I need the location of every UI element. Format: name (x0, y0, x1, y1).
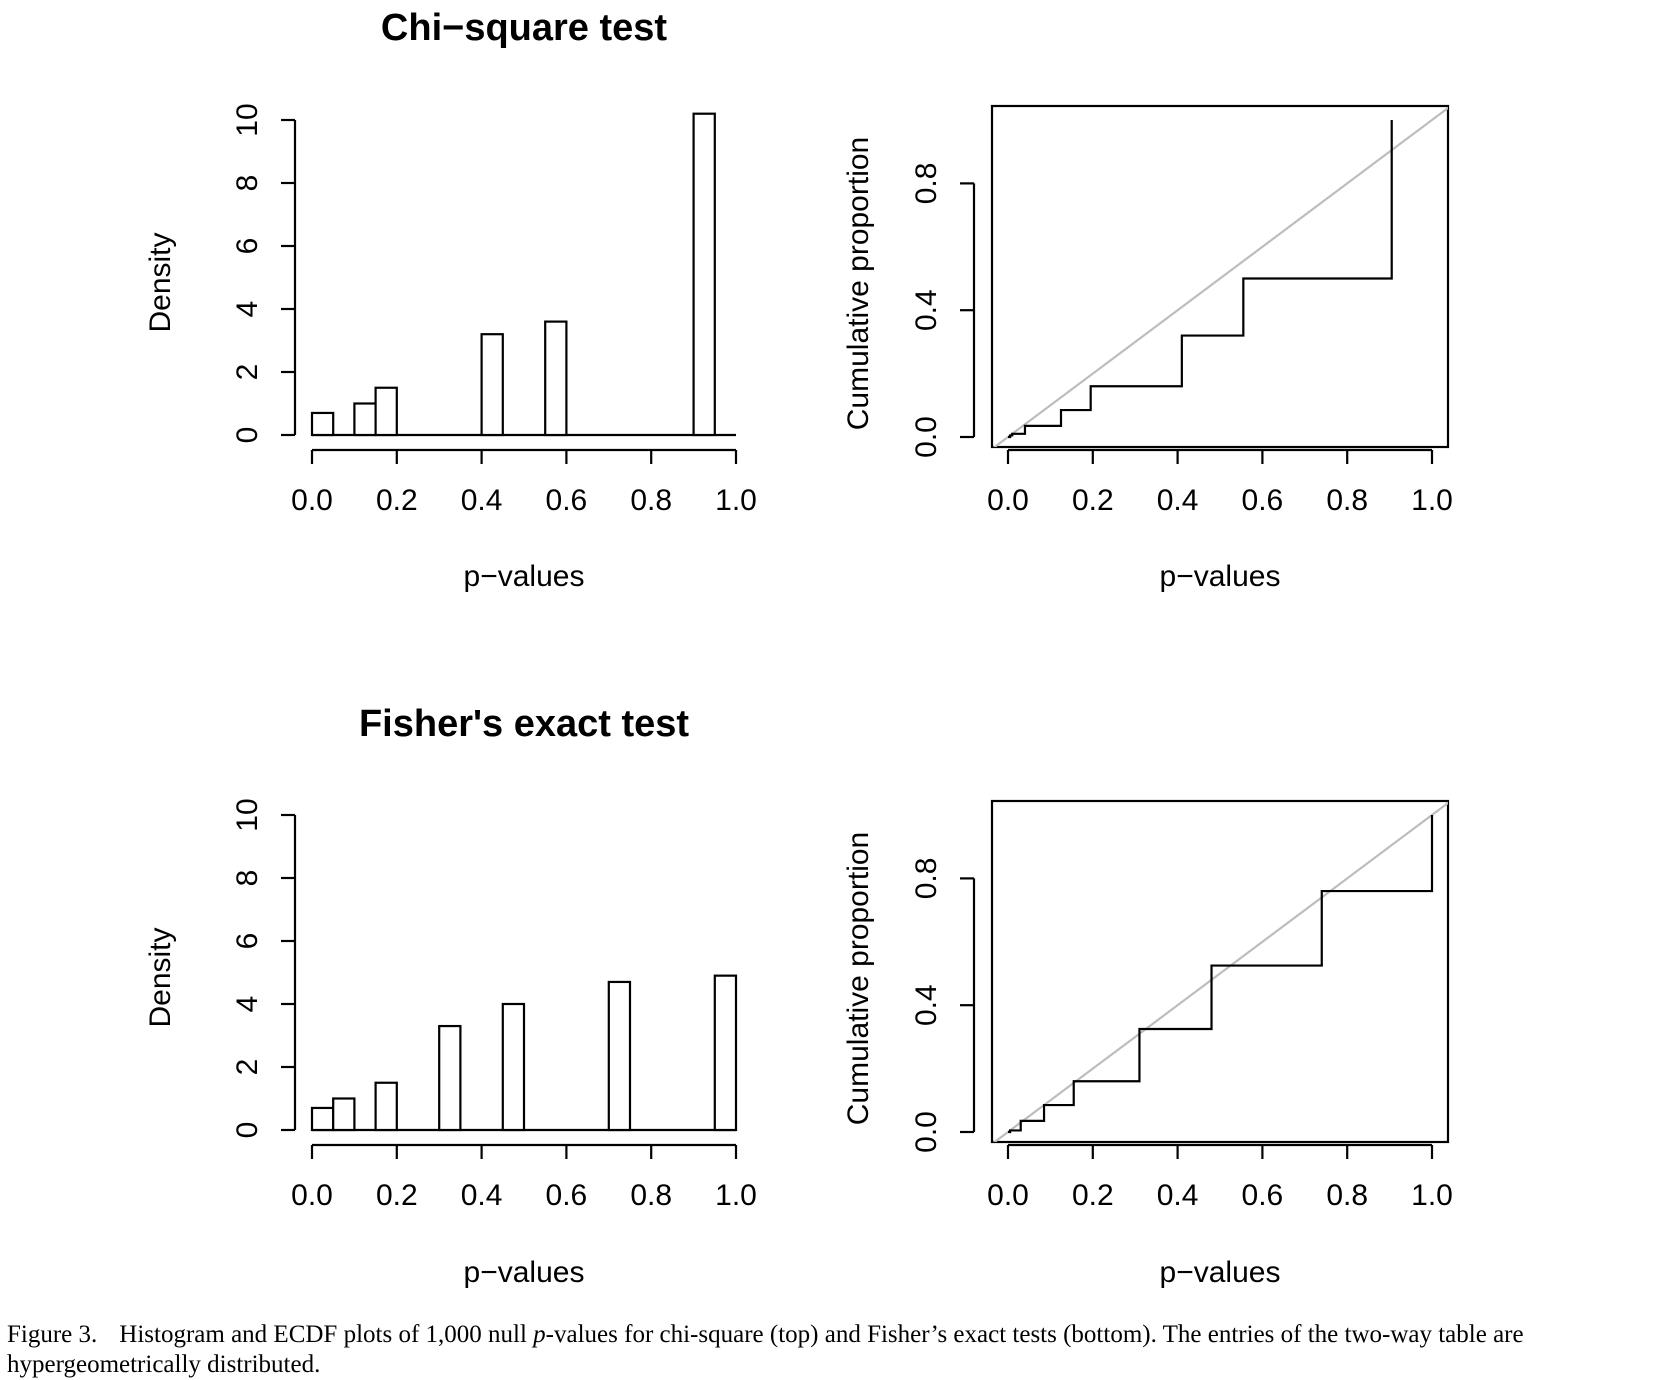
y-tick-label: 4 (231, 996, 264, 1013)
y-tick-label: 0.4 (910, 984, 943, 1026)
caption-text-1: Histogram and ECDF plots of 1,000 null (119, 1321, 534, 1348)
x-tick-label: 0.0 (987, 484, 1029, 517)
histogram-bar (374, 1081, 398, 1132)
y-axis: 0 2 4 6 8 10 (231, 798, 297, 1139)
x-tick-label: 0.4 (461, 484, 503, 517)
reference-diagonal (992, 106, 1448, 447)
histogram-bar (332, 1097, 356, 1132)
x-tick-label: 1.0 (1411, 484, 1453, 517)
x-axis-label: p−values (464, 560, 585, 593)
x-tick-label: 1.0 (715, 1179, 757, 1212)
x-tick-label: 0.4 (1157, 484, 1199, 517)
x-axis-label: p−values (1160, 560, 1281, 593)
y-axis-label: Cumulative proportion (842, 137, 875, 430)
x-tick-label: 0.2 (376, 1179, 418, 1212)
x-tick-label: 0.6 (546, 484, 588, 517)
x-tick-label: 0.0 (291, 1179, 333, 1212)
y-tick-label: 0.8 (910, 163, 943, 205)
y-tick-label: 8 (231, 870, 264, 887)
x-tick-label: 0.6 (1242, 484, 1284, 517)
x-tick-label: 0.2 (1072, 1179, 1114, 1212)
x-tick-label: 0.8 (630, 1179, 672, 1212)
y-tick-label: 6 (231, 933, 264, 950)
x-axis: 0.0 0.2 0.4 0.6 0.8 1.0 (291, 448, 757, 517)
caption-lead: Figure 3. (7, 1321, 98, 1348)
x-tick-label: 0.4 (461, 1179, 503, 1212)
fisher-histogram: Fisher's exact test 0.0 0.2 0.4 0.6 0.8 1.0 p−v… (144, 703, 757, 1289)
histogram-bar (544, 320, 568, 437)
y-tick-label: 2 (231, 364, 264, 381)
y-tick-label: 6 (231, 238, 264, 255)
ecdf-step-line (1008, 815, 1434, 1134)
x-tick-label: 1.0 (1411, 1179, 1453, 1212)
chi-square-histogram: Chi−square test 0.0 0.2 0.4 0.6 0.8 1.0 p−value… (144, 7, 757, 593)
reference-diagonal (992, 801, 1448, 1142)
chi-square-ecdf: 0.0 0.2 0.4 0.6 0.8 1.0 p−values 0.0 0.4 0.8 Cumul… (842, 104, 1453, 593)
plot-frame (990, 104, 1450, 449)
histogram-bar (310, 1106, 335, 1132)
y-tick-label: 2 (231, 1059, 264, 1076)
x-tick-label: 0.8 (1326, 484, 1368, 517)
x-tick-label: 0.2 (1072, 484, 1114, 517)
caption-p: p (533, 1321, 546, 1348)
histogram-bar (310, 411, 335, 437)
x-axis-label: p−values (464, 1256, 585, 1289)
plot-frame (990, 799, 1450, 1144)
ecdf-step-line (1008, 120, 1393, 439)
y-tick-label: 0.0 (910, 1111, 943, 1153)
histogram-bar (353, 402, 377, 437)
caption-text-2: -values for chi-square (top) and Fisher’… (7, 1321, 1524, 1378)
histogram-bar (607, 980, 632, 1132)
y-axis: 0.0 0.4 0.8 (910, 858, 976, 1153)
y-tick-label: 10 (231, 103, 264, 136)
y-axis: 0 2 4 6 8 10 (231, 103, 297, 444)
y-axis-label: Density (144, 232, 177, 332)
x-tick-label: 0.6 (546, 1179, 588, 1212)
x-axis-label: p−values (1160, 1256, 1281, 1289)
y-axis-label: Density (144, 927, 177, 1027)
y-tick-label: 4 (231, 301, 264, 318)
y-axis: 0.0 0.4 0.8 (910, 163, 976, 458)
histogram-bar (480, 333, 504, 437)
figure: Chi−square test 0.0 0.2 0.4 0.6 0.8 1.0 p−value… (144, 7, 1453, 1289)
x-tick-label: 0.6 (1242, 1179, 1284, 1212)
y-tick-label: 0 (231, 427, 264, 444)
x-tick-label: 0.0 (291, 484, 333, 517)
x-tick-label: 0.4 (1157, 1179, 1199, 1212)
x-tick-label: 1.0 (715, 484, 757, 517)
y-axis-label: Cumulative proportion (842, 832, 875, 1125)
x-axis: 0.0 0.2 0.4 0.6 0.8 1.0 (987, 448, 1453, 517)
chart-title: Chi−square test (381, 7, 667, 49)
x-tick-label: 0.8 (630, 484, 672, 517)
y-tick-label: 8 (231, 175, 264, 192)
y-tick-label: 10 (231, 798, 264, 831)
histogram-bar (713, 974, 738, 1132)
x-tick-label: 0.2 (376, 484, 418, 517)
histogram-bar (374, 386, 398, 437)
histogram-bar (692, 112, 716, 437)
y-tick-label: 0.8 (910, 858, 943, 900)
histogram-bar (501, 1002, 526, 1132)
x-axis: 0.0 0.2 0.4 0.6 0.8 1.0 (291, 1143, 757, 1212)
chart-title: Fisher's exact test (359, 703, 689, 745)
fisher-ecdf: 0.0 0.2 0.4 0.6 0.8 1.0 p−values 0.0 0.4 0.8 Cumul… (842, 799, 1453, 1289)
x-tick-label: 0.8 (1326, 1179, 1368, 1212)
figure-caption: Figure 3. Histogram and ECDF plots of 1,0… (7, 1320, 1657, 1380)
y-tick-label: 0 (231, 1122, 264, 1139)
histogram-bar (438, 1024, 462, 1132)
x-tick-label: 0.0 (987, 1179, 1029, 1212)
y-tick-label: 0.0 (910, 416, 943, 458)
x-axis: 0.0 0.2 0.4 0.6 0.8 1.0 (987, 1143, 1453, 1212)
y-tick-label: 0.4 (910, 289, 943, 331)
